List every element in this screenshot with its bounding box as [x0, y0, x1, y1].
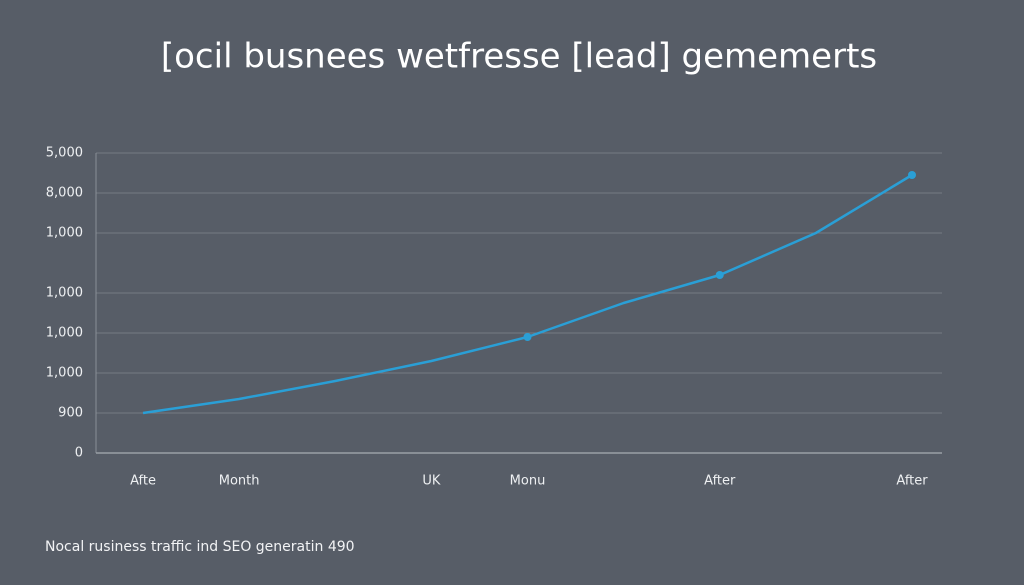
- y-tick-label: 8,000: [46, 186, 83, 201]
- x-tick-label: After: [896, 474, 928, 489]
- y-tick-label: 1,000: [46, 286, 83, 301]
- y-tick-label: 900: [58, 406, 83, 421]
- x-tick-label: Afte: [130, 474, 156, 489]
- x-tick-label: Monu: [510, 474, 546, 489]
- data-point: [715, 271, 724, 279]
- y-tick-label: 0: [75, 446, 83, 461]
- x-tick-label: Month: [219, 474, 260, 489]
- chart-title: [ocil busnees wetfresse [lead] gememerts: [161, 37, 877, 77]
- y-tick-label: 1,000: [46, 326, 83, 341]
- data-line: [142, 173, 913, 415]
- caption: Nocal rusiness traffic ind SEO generatin…: [45, 539, 355, 555]
- data-point: [523, 333, 532, 341]
- x-tick-label: After: [704, 474, 736, 489]
- data-point: [908, 171, 916, 179]
- y-tick-label: 1,000: [46, 226, 83, 241]
- y-tick-label: 1,000: [46, 366, 83, 381]
- y-tick-label: 5,000: [46, 146, 83, 161]
- x-tick-label: UK: [422, 474, 441, 489]
